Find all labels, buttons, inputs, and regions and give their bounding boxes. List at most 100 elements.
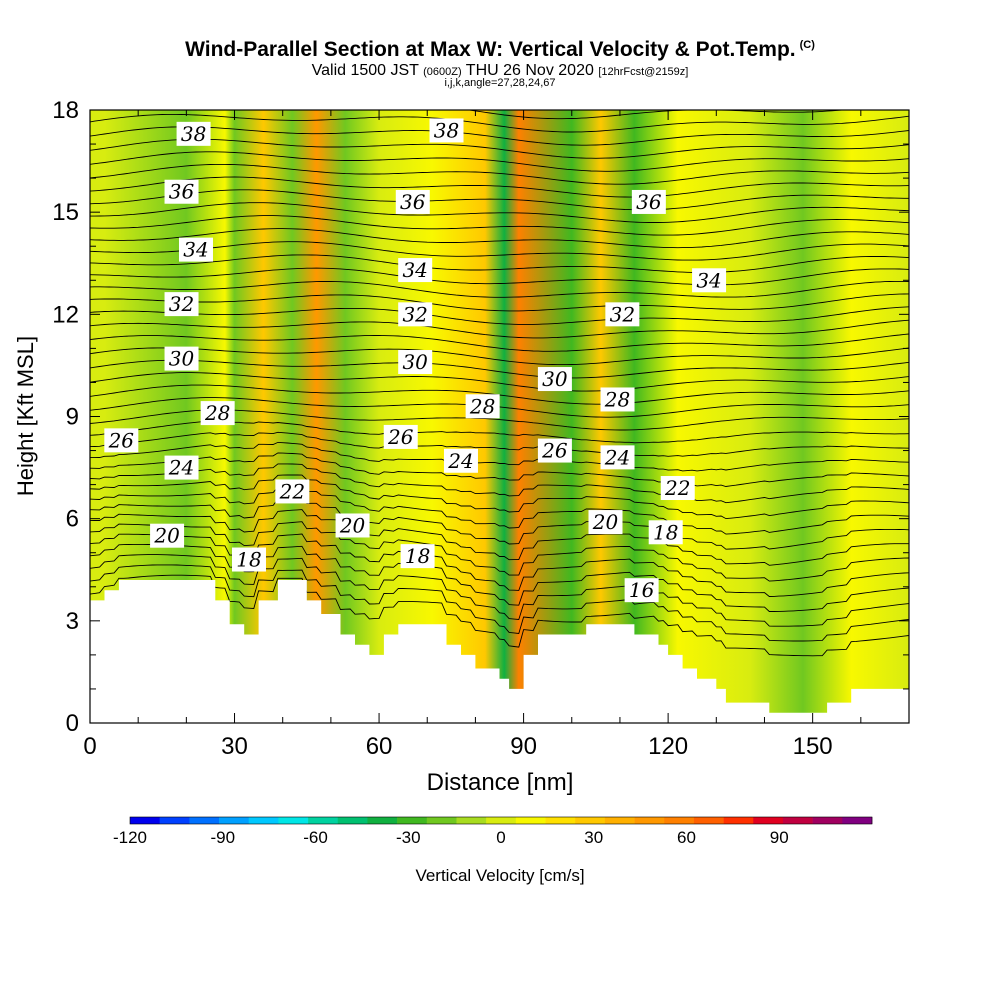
isentrope-line [90,359,909,379]
isentrope-line [90,574,909,657]
subtitle-fcst: [12hrFcst@2159z] [598,66,689,78]
colorbar-swatch [159,817,190,824]
isentrope-line [90,452,909,487]
colorbar-swatch [456,817,487,824]
isentrope-label-text: 34 [696,268,721,292]
isentrope-line [90,151,909,172]
subtitle-main: Valid 1500 JST [311,62,419,79]
isentrope-label-box [429,118,464,143]
isentrope-label: 28 [465,394,500,419]
colorbar-swatch [782,817,813,824]
colorbar-swatch [604,817,635,824]
y-tick-label: 6 [66,506,79,533]
isentrope-label-text: 24 [604,445,630,469]
isentrope-label-box [600,445,635,470]
isentrope-label: 24 [164,455,199,480]
isentrope-label-box [624,578,659,603]
colorbar-frame [129,816,873,825]
colorbar-swatch [130,817,160,824]
isentrope-label-box [104,428,139,453]
colorbar-swatch [753,817,784,824]
isentrope-line [90,319,909,339]
chart-subtitle: Valid 1500 JST (0600Z) THU 26 Nov 2020 [… [0,62,1000,80]
isentrope-label-box [164,346,199,371]
colorbar-swatch [812,817,843,824]
y-tick-label: 0 [66,710,79,737]
y-tick-label: 18 [52,97,79,124]
isentrope-label-box [537,367,572,392]
isentrope-label: 30 [398,350,433,375]
x-tick-label: 120 [648,733,688,760]
isentrope-label: 22 [275,479,310,504]
colorbar-swatch [308,817,339,824]
x-tick-label: 150 [793,733,833,760]
isentrope-line [90,293,909,312]
isentrope-label: 26 [383,424,418,449]
isentrope-line [90,280,909,298]
colorbar-tick-label: -60 [303,828,328,847]
isentrope-label-text: 32 [169,292,194,316]
isentrope-line [90,215,909,236]
isentrope-label: 28 [600,387,635,412]
isentrope-label: 26 [104,428,139,453]
isentrope-label-box [275,479,310,504]
x-tick-label: 90 [510,733,537,760]
isentrope-labels: 38 38 36 36 36 34 34 34 32 32 32 30 30 30 28 28 28 26 26 26… [104,118,727,603]
isentrope-label-text: 28 [204,401,230,425]
isentrope-label-box [164,455,199,480]
isentrope-label: 18 [648,520,683,545]
isentrope-line [466,110,846,120]
x-tick-label: 60 [366,733,393,760]
colorbar-tick-label: 0 [496,828,505,847]
isentrope-label: 32 [164,292,199,317]
colorbar: -120 -90 -60 -30 0 30 60 90 [113,816,873,847]
title-mark: (C) [799,39,815,51]
x-axis: 0 30 60 90 120 150 [83,110,910,760]
isentrope-label-box [537,438,572,463]
isentrope-line [90,267,909,286]
isentrope-label: 22 [660,476,695,501]
colorbar-swatch [575,817,606,824]
isentrope-label: 30 [164,346,199,371]
colorbar-tick-label: 90 [770,828,789,847]
isentrope-line [90,113,909,133]
isentrope-label-text: 24 [447,449,473,473]
y-tick-label: 15 [52,199,79,226]
isentrope-label: 36 [164,179,199,204]
isentrope-label: 24 [443,448,478,473]
isentrope-line [90,533,909,597]
isentrope-label-box [398,302,433,327]
colorbar-swatch [219,817,250,824]
isentrope-label: 28 [200,401,235,426]
isentrope-label-text: 30 [542,367,568,391]
colorbar-swatch [367,817,398,824]
isentrope-label-text: 34 [402,258,427,282]
isentrope-label-text: 32 [610,302,635,326]
colorbar-swatch [515,817,546,824]
isentrope-label-text: 36 [636,190,662,214]
isentrope-label-text: 36 [400,190,426,214]
colorbar-swatch [693,817,724,824]
colorbar-label: Vertical Velocity [cm/s] [415,866,584,885]
isentrope-label: 34 [178,237,213,262]
isentrope-label-text: 38 [434,118,459,142]
isentrope-label-box [400,544,435,569]
isentrope-label: 32 [398,302,433,327]
isentrope-line [90,463,909,504]
colorbar-swatch [189,817,220,824]
isentrope-label-box [648,520,683,545]
isentrope-label-text: 30 [169,347,195,371]
isentrope-label-box [631,189,666,214]
isentrope-label-text: 26 [387,425,414,449]
isentrope-label-text: 32 [402,302,427,326]
y-tick-label: 3 [66,608,79,635]
isentrope-line [90,241,909,261]
isentrope-line [90,176,909,198]
isentrope-label-text: 18 [236,548,261,572]
colorbar-tick-label: 30 [584,828,603,847]
isentrope-label: 36 [631,189,666,214]
isentrope-label: 30 [537,367,572,392]
isentrope-label: 16 [624,578,659,603]
